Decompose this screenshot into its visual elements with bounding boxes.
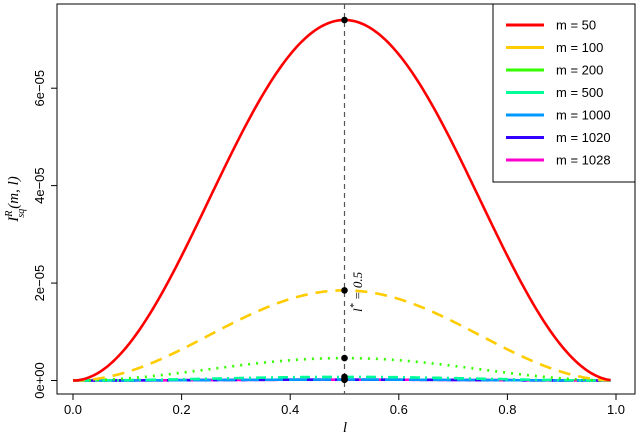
y-axis-title: IRsq(m, l) <box>4 176 27 223</box>
peak-point <box>341 287 348 294</box>
legend-label: m = 500 <box>556 85 603 100</box>
legend-label: m = 200 <box>556 63 603 78</box>
peak-points <box>341 16 348 383</box>
x-axis-title: l <box>343 420 347 436</box>
legend: m = 50 m = 100 m = 200 m = 500 m = 1000 m = 1… <box>492 3 636 183</box>
legend-label: m = 1000 <box>556 108 611 123</box>
legend-label: m = 1020 <box>556 130 611 145</box>
y-axis: 0e+00 2e−05 4e−05 6e−05 <box>32 70 58 399</box>
x-axis: 0.0 0.2 0.4 0.6 0.8 1.0 <box>64 393 625 417</box>
series-line <box>72 289 611 382</box>
legend-label: m = 1028 <box>556 153 611 168</box>
x-tick-label: 0.8 <box>498 402 516 417</box>
legend-label: m = 50 <box>556 18 596 33</box>
x-tick-label: 0.0 <box>64 402 82 417</box>
x-tick-label: 0.6 <box>390 402 408 417</box>
y-tick-label: 0e+00 <box>32 362 47 399</box>
x-tick-label: 1.0 <box>607 402 625 417</box>
x-tick-label: 0.4 <box>281 402 299 417</box>
y-tick-label: 6e−05 <box>32 70 47 107</box>
series-line <box>73 375 611 382</box>
peak-point <box>341 16 348 24</box>
legend-label: m = 100 <box>556 40 603 55</box>
x-tick-label: 0.2 <box>173 402 191 417</box>
optimum-annotation: l* = 0.5 <box>349 271 365 312</box>
y-tick-label: 2e−05 <box>32 265 47 302</box>
peak-point <box>341 376 348 383</box>
y-tick-label: 4e−05 <box>32 167 47 204</box>
series-line <box>72 356 611 382</box>
peak-point <box>341 354 348 362</box>
